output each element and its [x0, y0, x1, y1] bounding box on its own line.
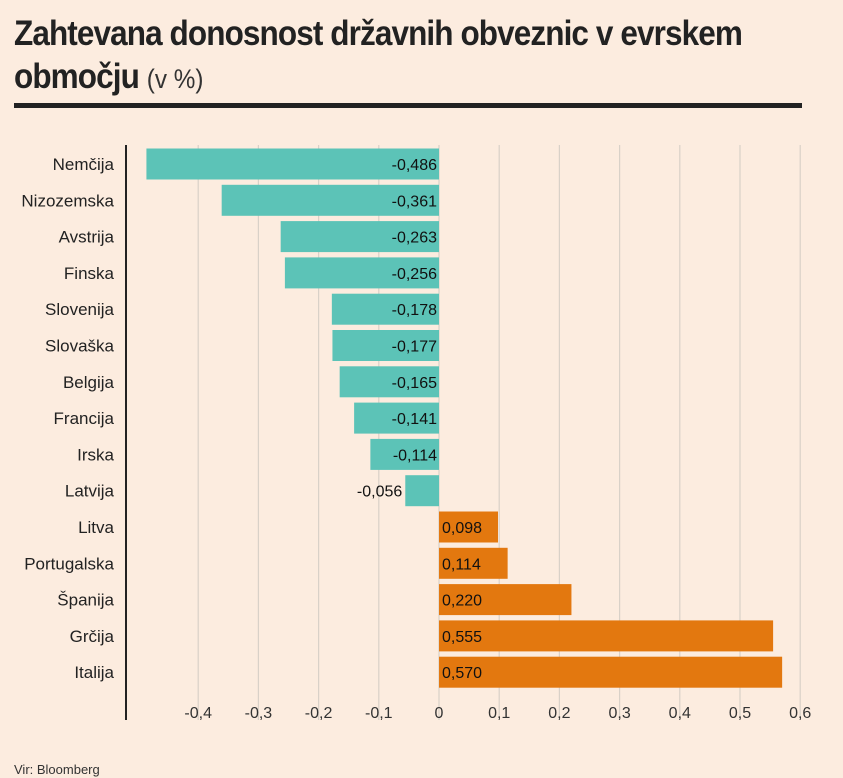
chart-title: Zahtevana donosnost državnih obveznic v … — [14, 12, 814, 101]
y-category-label: Irska — [77, 445, 114, 464]
bar — [439, 547, 508, 579]
y-category-label: Italija — [74, 663, 114, 682]
source-note: Vir: Bloomberg — [14, 762, 100, 777]
x-tick-label: -0,3 — [245, 705, 273, 722]
bar-value-label: -0,114 — [393, 447, 437, 464]
bar-value-label: -0,178 — [392, 302, 437, 319]
bar-value-label: 0,114 — [442, 556, 481, 573]
y-category-label: Belgija — [63, 373, 115, 392]
bar — [439, 511, 498, 543]
bar — [370, 438, 439, 470]
bar — [331, 293, 439, 325]
bar-value-label: -0,486 — [392, 157, 437, 174]
title-divider — [14, 103, 802, 108]
chart-title-line2: območju (v %) — [14, 55, 734, 101]
y-category-label: Slovaška — [45, 337, 115, 356]
bar-value-label: 0,220 — [442, 593, 482, 610]
y-category-label: Španija — [57, 591, 114, 610]
x-tick-label: 0,6 — [789, 705, 811, 722]
bar-value-label: 0,570 — [442, 665, 482, 682]
x-tick-label: -0,4 — [184, 705, 212, 722]
y-category-label: Portugalska — [24, 554, 114, 573]
bar-value-label: -0,361 — [392, 193, 437, 210]
bar-value-label: -0,256 — [392, 266, 437, 283]
bar-value-label: -0,056 — [357, 484, 402, 501]
bar — [284, 257, 439, 289]
x-tick-label: 0,3 — [608, 705, 630, 722]
y-category-label: Finska — [64, 264, 115, 283]
y-category-label: Slovenija — [45, 300, 115, 319]
bar — [439, 584, 572, 616]
bar-value-label: -0,165 — [392, 375, 437, 392]
bar — [221, 184, 439, 216]
y-category-label: Nemčija — [53, 155, 115, 174]
bar — [146, 148, 440, 180]
y-category-label: Avstrija — [59, 228, 115, 247]
bar-value-label: -0,141 — [392, 411, 437, 428]
bar-value-label: 0,555 — [442, 629, 482, 646]
bar — [354, 402, 439, 434]
bar — [439, 620, 774, 652]
chart-title-line1: Zahtevana donosnost državnih obveznic v … — [14, 14, 743, 53]
x-tick-label: 0,5 — [729, 705, 751, 722]
bar — [332, 330, 439, 361]
x-tick-label: 0,1 — [488, 705, 510, 722]
bar-value-label: 0,098 — [442, 520, 482, 537]
y-category-label: Grčija — [70, 627, 115, 646]
y-category-label: Latvija — [65, 482, 115, 501]
y-category-label: Nizozemska — [21, 191, 114, 210]
x-tick-label: 0 — [435, 705, 444, 722]
bar — [439, 656, 783, 688]
chart-title-line2-text: območju — [14, 57, 140, 96]
bar — [405, 475, 439, 507]
bar — [339, 366, 439, 398]
bar — [280, 221, 439, 253]
chart-title-unit: (v %) — [146, 64, 204, 94]
x-tick-label: -0,2 — [305, 705, 333, 722]
x-tick-label: 0,2 — [548, 705, 570, 722]
x-tick-label: 0,4 — [669, 705, 691, 722]
bar-value-label: -0,263 — [392, 230, 437, 247]
bar-value-label: -0,177 — [392, 339, 437, 356]
y-category-label: Litva — [78, 518, 114, 537]
y-category-label: Francija — [54, 409, 115, 428]
x-tick-label: -0,1 — [365, 705, 393, 722]
